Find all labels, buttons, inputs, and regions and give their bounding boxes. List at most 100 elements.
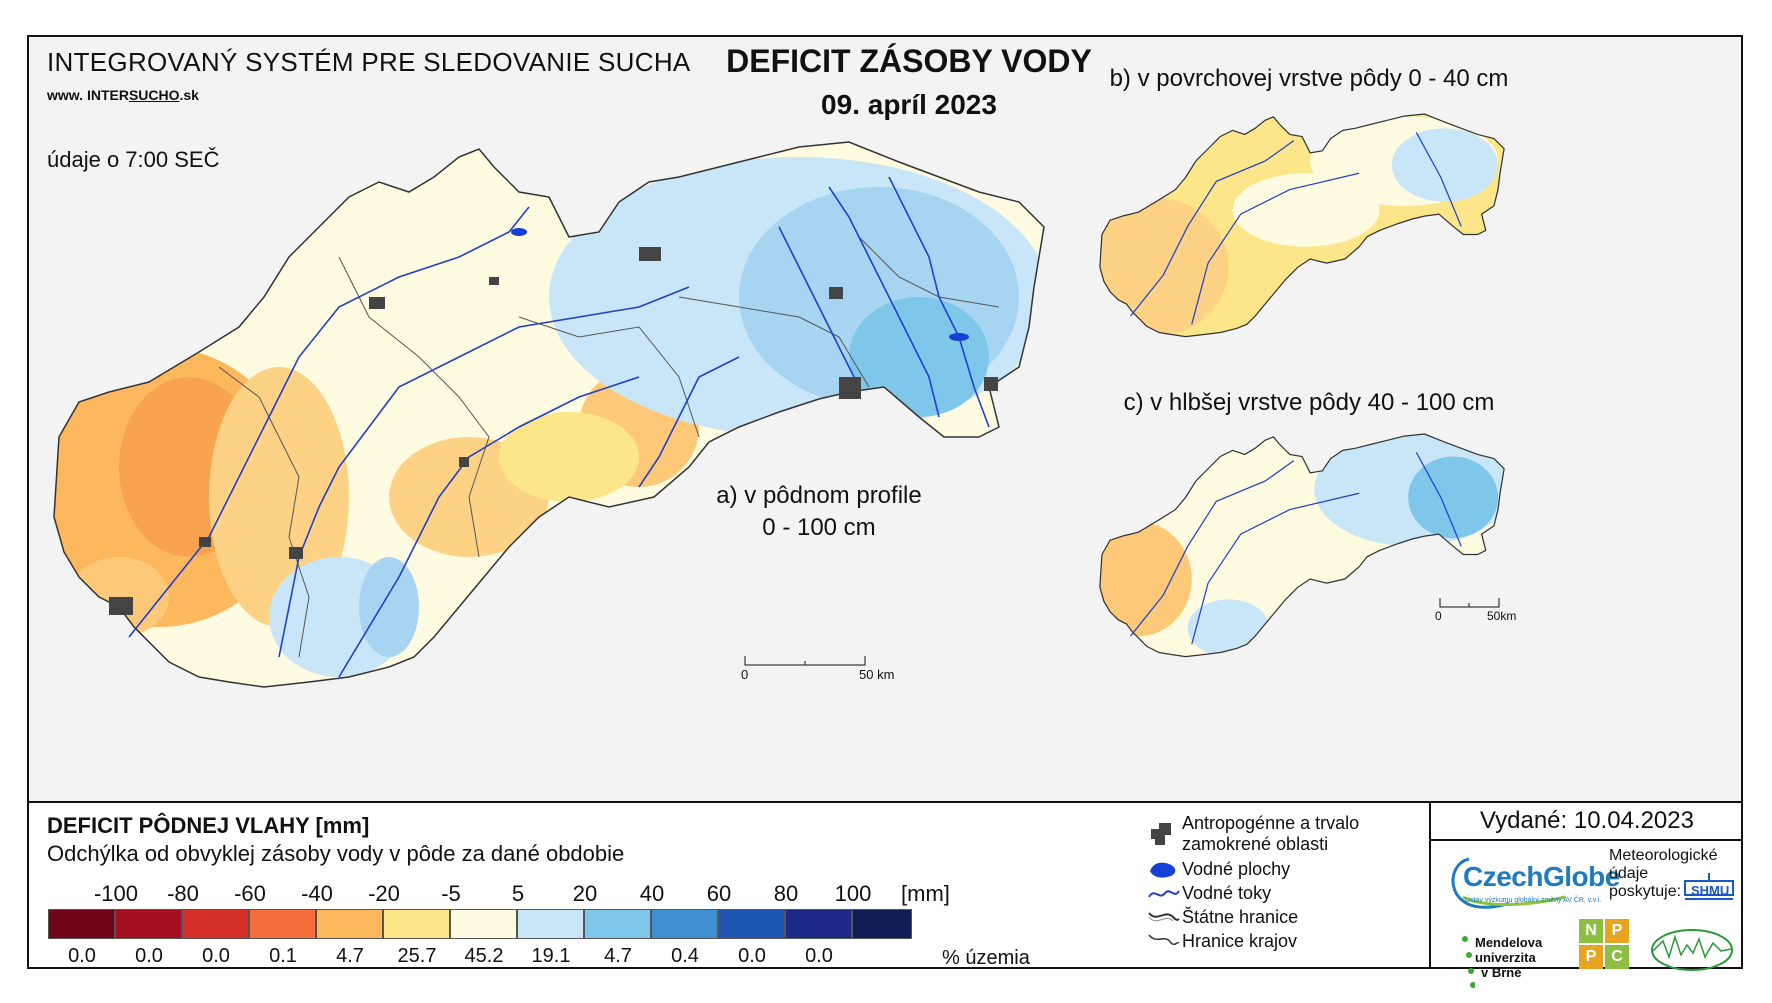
- legend-anthropogenic-line2: zamokrené oblasti: [1182, 834, 1329, 854]
- pct-label: 0.1: [269, 945, 297, 967]
- legend-swatch: [182, 909, 249, 939]
- map-a-label: a) v pôdnom profile 0 - 100 cm: [699, 482, 939, 542]
- legend-swatch: [383, 909, 450, 939]
- pct-label: 45.2: [464, 945, 504, 967]
- bin-label: -100: [93, 881, 139, 906]
- legend-swatch: [249, 909, 316, 939]
- mendel-line2: univerzita: [1475, 950, 1536, 965]
- nppc-p2: P: [1579, 945, 1603, 969]
- region-border-icon: [1148, 934, 1180, 946]
- nppc-c: C: [1605, 945, 1629, 969]
- pct-label: 19.1: [531, 945, 571, 967]
- legend-rivers: Vodné toky: [1182, 883, 1272, 903]
- pct-label: 4.7: [604, 945, 632, 967]
- bin-label: 100: [834, 881, 872, 906]
- pct-label: 0.0: [805, 945, 833, 967]
- legend-percent-unit: % územia: [942, 947, 1030, 969]
- scale-bar-small: [1439, 598, 1500, 608]
- scale-main-end: 50 km: [859, 667, 895, 682]
- bin-label: 20: [572, 881, 598, 906]
- map-surface-layer: [1099, 113, 1505, 338]
- data-time: údaje o 7:00 SEČ: [47, 147, 220, 172]
- nppc-logo[interactable]: N P P C: [1579, 919, 1631, 971]
- legend-swatch: [450, 909, 517, 939]
- legend-anthropogenic-line1: Antropogénne a trvalo: [1182, 813, 1360, 833]
- legend-water-bodies: Vodné plochy: [1182, 859, 1291, 879]
- legend-state-borders: Štátne hranice: [1182, 907, 1299, 927]
- shmu-logo[interactable]: SHMU: [1681, 873, 1734, 900]
- anthropogenic-area-icon: [1151, 823, 1171, 845]
- pct-label: 0.4: [671, 945, 699, 967]
- legend-swatch: [115, 909, 182, 939]
- map-a-label-line2: 0 - 100 cm: [762, 514, 876, 541]
- legend-swatch: [316, 909, 383, 939]
- legend-divider: [1429, 803, 1431, 969]
- pct-label: 0.0: [135, 945, 163, 967]
- bin-label: -20: [368, 881, 400, 906]
- scale-main-start: 0: [741, 667, 749, 682]
- website-link[interactable]: www. INTERSUCHO.sk: [47, 87, 199, 103]
- map-deep-layer: [1099, 433, 1505, 658]
- pct-label: 4.7: [336, 945, 364, 967]
- map-area: INTEGROVANÝ SYSTÉM PRE SLEDOVANIE SUCHA …: [29, 37, 1741, 801]
- legend-unit: [mm]: [901, 881, 950, 906]
- nppc-p1: P: [1605, 919, 1629, 943]
- pct-label: 0.0: [68, 945, 96, 967]
- mendel-line3: v Brně: [1481, 965, 1522, 980]
- bin-label: 80: [773, 881, 799, 906]
- legend-swatch: [584, 909, 651, 939]
- scale-small-end: 50km: [1487, 609, 1517, 623]
- legend-panel: DEFICIT PÔDNEJ VLAHY [mm] Odchýlka od ob…: [29, 801, 1743, 988]
- meteo-line1: Meteorologické: [1609, 847, 1718, 864]
- map-frame: INTEGROVANÝ SYSTÉM PRE SLEDOVANIE SUCHA …: [27, 35, 1743, 988]
- legend-title: DEFICIT PÔDNEJ VLAHY [mm]: [47, 813, 370, 838]
- river-icon: [1148, 890, 1180, 898]
- czechglobe-swoosh-icon: [1451, 857, 1566, 909]
- pct-label: 0.0: [202, 945, 230, 967]
- nppc-n: N: [1579, 919, 1603, 943]
- czechglobe-name: CzechGlobe: [1463, 861, 1620, 892]
- page-title: DEFICIT ZÁSOBY VODY: [726, 43, 1092, 79]
- legend-swatch: [651, 909, 718, 939]
- scale-bar-main: [744, 656, 866, 666]
- map-c-label: c) v hlbšej vrstve pôdy 40 - 100 cm: [1123, 389, 1495, 416]
- czechglobe-subtitle: Ústav výzkumu globální změny AV ČR, v.v.…: [1465, 897, 1602, 904]
- map-main-profile: [53, 141, 1045, 688]
- mendel-logo[interactable]: Mendelova univerzita v Brně: [1462, 935, 1543, 988]
- mendel-dots-icon: [1462, 936, 1475, 988]
- bin-label: 40: [639, 881, 665, 906]
- page-date: 09. apríl 2023: [821, 89, 997, 120]
- website-prefix: www.: [47, 87, 87, 103]
- map-a-label-line1: a) v pôdnom profile: [716, 482, 922, 509]
- bin-label: -40: [301, 881, 333, 906]
- website-suffix: .sk: [179, 87, 199, 103]
- bin-label: -5: [441, 881, 461, 906]
- legend-anthropogenic: Antropogénne a trvalo zamokrené oblasti: [1182, 813, 1359, 855]
- bin-label: 5: [511, 881, 525, 906]
- legend-region-borders: Hranice krajov: [1182, 931, 1298, 951]
- map-b-label: b) v povrchovej vrstve pôdy 0 - 40 cm: [1109, 65, 1509, 92]
- scale-small-start: 0: [1435, 609, 1442, 623]
- institute-logo-icon[interactable]: [1647, 927, 1737, 973]
- state-border-icon: [1148, 912, 1180, 922]
- meteo-line2: údaje: [1609, 865, 1649, 882]
- mendel-line1: Mendelova: [1475, 935, 1543, 950]
- issued-divider: [1431, 839, 1743, 841]
- meteo-line3: poskytuje:: [1609, 883, 1682, 900]
- system-title: INTEGROVANÝ SYSTÉM PRE SLEDOVANIE SUCHA: [47, 47, 691, 77]
- pct-label: 0.0: [738, 945, 766, 967]
- shmu-text: SHMU: [1691, 883, 1730, 898]
- legend-subtitle: Odchýlka od obvyklej zásoby vody v pôde …: [47, 841, 625, 866]
- legend-swatch: [517, 909, 584, 939]
- bin-label: -60: [234, 881, 266, 906]
- legend-swatch: [48, 909, 115, 939]
- bin-label: -80: [167, 881, 199, 906]
- issued-date: Vydané: 10.04.2023: [1480, 807, 1694, 834]
- bin-label: 60: [706, 881, 732, 906]
- meteo-provider: Meteorologické údaje poskytuje:: [1609, 847, 1718, 901]
- pct-label: 25.7: [397, 945, 437, 967]
- website-sucho: SUCHO: [128, 87, 180, 103]
- legend-swatch: [718, 909, 785, 939]
- shmu-emblem-icon: [1684, 873, 1734, 900]
- water-body-icon: [1150, 862, 1176, 878]
